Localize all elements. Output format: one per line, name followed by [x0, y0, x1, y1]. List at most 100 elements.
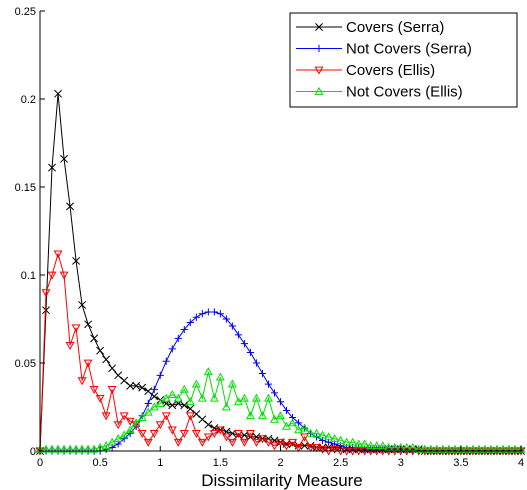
data-point — [95, 394, 105, 403]
data-point — [119, 412, 129, 421]
x-axis-title: Dissimilarity Measure — [201, 471, 363, 490]
data-point — [47, 444, 57, 453]
data-point — [294, 425, 303, 434]
data-point — [306, 444, 316, 453]
data-point — [72, 256, 81, 265]
data-point — [53, 250, 63, 259]
data-point — [78, 300, 87, 309]
data-point — [444, 444, 454, 453]
x-tick-label: 3 — [398, 457, 404, 469]
data-point — [324, 432, 334, 441]
data-point — [373, 445, 381, 453]
data-point — [239, 393, 249, 402]
data-point — [137, 412, 147, 421]
data-point — [239, 438, 249, 447]
data-point — [246, 348, 255, 357]
data-point — [161, 412, 171, 421]
data-point — [252, 438, 261, 447]
data-point — [41, 444, 51, 453]
data-point — [215, 372, 225, 381]
data-point — [180, 401, 189, 410]
data-point — [65, 444, 75, 453]
data-point — [209, 393, 219, 402]
x-tick-label: 1 — [157, 457, 163, 469]
data-point — [215, 426, 225, 435]
data-point — [35, 444, 45, 453]
data-point — [83, 444, 93, 453]
data-point — [198, 310, 206, 318]
data-point — [203, 433, 213, 442]
data-point — [71, 324, 81, 333]
data-point — [42, 306, 50, 315]
data-point — [185, 412, 195, 421]
y-tick-label: 0.2 — [21, 94, 36, 106]
series-line — [39, 93, 521, 452]
legend-item: Covers (Serra) — [296, 19, 444, 36]
data-point — [384, 442, 394, 451]
data-point — [47, 271, 57, 280]
x-tick-label: 2.5 — [333, 457, 348, 469]
data-point — [102, 355, 111, 364]
legend-marker — [315, 44, 323, 53]
data-point — [209, 430, 219, 439]
data-point — [65, 342, 75, 351]
legend-marker — [314, 66, 324, 75]
data-point — [438, 444, 448, 453]
data-point — [89, 386, 99, 395]
x-tick-label: 0.5 — [92, 457, 107, 469]
data-point — [402, 442, 412, 451]
data-point — [312, 428, 322, 437]
data-point — [125, 425, 135, 434]
plot-area — [35, 89, 526, 456]
data-point — [126, 381, 135, 390]
data-point — [126, 429, 134, 437]
data-point — [300, 423, 309, 432]
data-point — [167, 426, 177, 435]
data-point — [173, 393, 183, 402]
data-point — [204, 420, 213, 429]
data-point — [222, 315, 230, 323]
data-point — [240, 340, 249, 348]
legend-item: Covers (Ellis) — [296, 62, 435, 79]
data-point — [342, 437, 352, 446]
data-point — [474, 444, 484, 453]
data-point — [197, 438, 207, 447]
data-point — [360, 439, 370, 448]
data-point — [162, 357, 170, 365]
data-point — [318, 445, 328, 454]
data-point — [155, 398, 165, 407]
legend-item: Not Covers (Ellis) — [296, 84, 463, 101]
legend: Covers (Serra) Not Covers (Serra) Covers (… — [289, 12, 518, 108]
data-point — [264, 380, 273, 388]
data-point — [468, 444, 478, 453]
data-point — [379, 445, 387, 453]
data-point — [252, 393, 261, 402]
data-point — [276, 411, 285, 420]
data-point — [54, 89, 62, 98]
data-point — [186, 318, 194, 327]
data-point — [216, 310, 224, 318]
data-point — [191, 379, 201, 388]
data-point — [348, 437, 358, 446]
data-point — [132, 381, 141, 390]
data-point — [210, 308, 218, 316]
data-point — [240, 431, 249, 440]
data-point — [84, 320, 93, 329]
data-point — [367, 445, 375, 453]
data-point — [233, 430, 243, 439]
data-point — [89, 444, 99, 453]
data-point — [258, 369, 267, 378]
legend-marker — [314, 86, 324, 95]
data-point — [167, 390, 177, 399]
data-point — [504, 444, 514, 453]
data-point — [108, 364, 117, 373]
data-point — [391, 445, 399, 453]
data-point — [120, 435, 128, 443]
data-point — [432, 444, 442, 453]
data-point — [245, 430, 255, 439]
data-point — [486, 444, 496, 453]
data-point — [192, 410, 201, 418]
data-point — [456, 444, 466, 453]
data-point — [420, 444, 430, 453]
data-point — [191, 430, 201, 439]
